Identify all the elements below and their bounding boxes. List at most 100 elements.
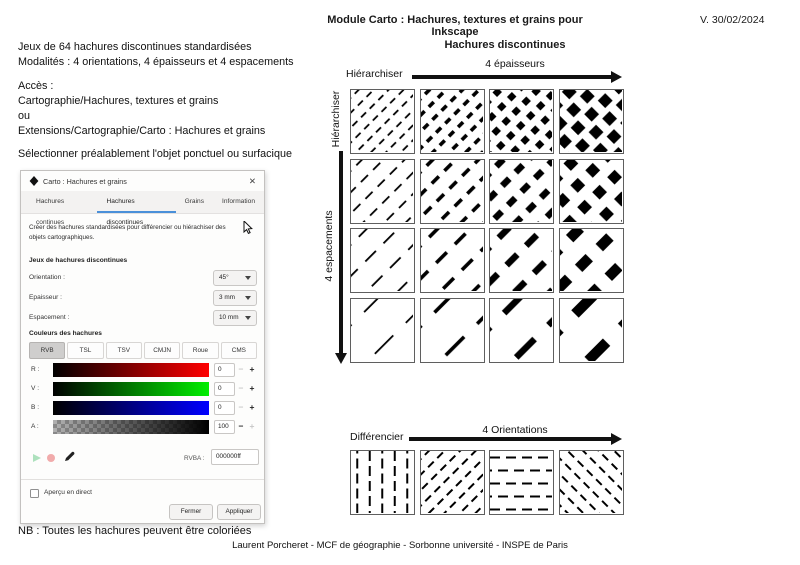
hatch-tile-r1-c4	[558, 89, 624, 154]
slider-row-blue: B : 0 − +	[21, 401, 264, 415]
credit-line: Laurent Porcheret - MCF de géographie - …	[232, 540, 568, 551]
axis-espacements-label: 4 espacements	[323, 210, 335, 282]
acces-path-2: Extensions/Cartographie/Carto : Hachures…	[18, 125, 266, 137]
mode-tsv-button[interactable]: TSV	[105, 342, 142, 359]
slider-row-green: V : 0 − +	[21, 382, 264, 396]
chevron-down-icon	[245, 275, 251, 280]
nb-note: NB : Toutes les hachures peuvent être co…	[18, 525, 252, 537]
chevron-down-icon	[245, 315, 251, 320]
hatch-tile-r4-c2	[419, 297, 485, 363]
main-hatch-grid	[350, 89, 624, 363]
hatch-tile-r2-c4	[558, 158, 624, 224]
blue-label: B :	[31, 404, 40, 411]
espacement-label: Espacement :	[29, 314, 70, 321]
orientation-tile-2	[419, 450, 485, 515]
fermer-button[interactable]: Fermer	[169, 504, 213, 520]
hatch-tile-r3-c2	[419, 228, 485, 293]
mode-roue-button[interactable]: Roue	[182, 342, 219, 359]
orientation-hatch-row	[350, 450, 624, 515]
espacement-dropdown[interactable]: 10 mm	[213, 310, 257, 326]
orientations-arrow-head	[611, 433, 622, 445]
espacements-arrow-head	[335, 353, 347, 364]
red-slider[interactable]	[53, 363, 209, 377]
blue-decrement-button[interactable]: −	[238, 402, 244, 412]
hierarchiser-left-label: Hiérarchiser	[330, 90, 342, 148]
eyedropper-icon[interactable]	[65, 450, 76, 461]
acces-path-1: Cartographie/Hachures, textures et grain…	[18, 95, 219, 107]
tab-hachures-discontinues[interactable]: Hachures discontinues	[97, 191, 176, 226]
close-icon[interactable]: ✕	[248, 176, 256, 186]
espacement-value: 10 mm	[219, 314, 239, 322]
mode-cms-button[interactable]: CMS	[220, 342, 257, 359]
hatch-tile-r1-c1	[350, 89, 415, 154]
select-note: Sélectionner préalablement l'objet ponct…	[18, 148, 292, 160]
epaisseur-label: Epaisseur :	[29, 294, 62, 301]
slider-row-alpha: A : 100 − +	[21, 420, 264, 434]
mode-tsl-button[interactable]: TSL	[67, 342, 104, 359]
hatch-tile-r4-c3	[489, 297, 554, 363]
acces-label: Accès :	[18, 80, 54, 92]
color-mode-row: RVB TSL TSV CMJN Roue CMS	[29, 342, 257, 359]
intro-line-1: Jeux de 64 hachures discontinues standar…	[18, 41, 252, 53]
epaisseur-value: 3 mm	[219, 294, 235, 302]
dialog-description: Créer des hachures standardisées pour di…	[29, 224, 226, 241]
mouse-cursor-icon	[243, 221, 253, 234]
axis-epaisseurs-label: 4 épaisseurs	[485, 58, 545, 70]
page-title: Module Carto : Hachures, textures et gra…	[327, 14, 583, 38]
dialog-title: Carto : Hachures et grains	[43, 177, 127, 186]
tab-hachures-continues[interactable]: Hachures continues	[36, 198, 65, 226]
blue-increment-button[interactable]: +	[249, 402, 255, 412]
orientation-dropdown[interactable]: 45°	[213, 270, 257, 286]
orientation-label: Orientation :	[29, 274, 65, 281]
orientation-tile-3	[489, 450, 554, 515]
intro-line-2: Modalités : 4 orientations, 4 épaisseurs…	[18, 56, 294, 68]
dialog-titlebar: Carto : Hachures et grains ✕	[21, 171, 264, 191]
orientation-tile-4	[558, 450, 624, 515]
circle-indicator-icon	[47, 454, 55, 462]
orientation-value: 45°	[219, 274, 229, 282]
inkscape-logo-icon	[29, 176, 39, 186]
orientations-arrow-shaft	[409, 437, 612, 441]
chevron-down-icon	[245, 295, 251, 300]
hierarchiser-top-label: Hiérarchiser	[346, 68, 403, 80]
green-increment-button[interactable]: +	[249, 383, 255, 393]
alpha-decrement-button[interactable]: −	[238, 421, 244, 431]
hatch-tile-r3-c1	[350, 228, 415, 293]
carto-dialog: Carto : Hachures et grains ✕ Hachures co…	[20, 170, 265, 524]
alpha-value[interactable]: 100	[214, 420, 235, 434]
tab-grains[interactable]: Grains	[184, 198, 204, 205]
hatch-tile-r1-c3	[489, 89, 554, 154]
alpha-increment-button[interactable]: +	[249, 421, 255, 431]
green-label: V :	[31, 385, 40, 392]
axis-orientations-label: 4 Orientations	[482, 424, 548, 436]
rvba-input[interactable]: 000000ff	[211, 449, 259, 465]
blue-value[interactable]: 0	[214, 401, 235, 415]
green-value[interactable]: 0	[214, 382, 235, 396]
mode-cmjn-button[interactable]: CMJN	[143, 342, 181, 359]
blue-slider[interactable]	[53, 401, 209, 415]
green-slider[interactable]	[53, 382, 209, 396]
section-couleurs-label: Couleurs des hachures	[29, 330, 102, 337]
red-label: R :	[31, 366, 40, 373]
epaisseurs-arrow-head	[611, 71, 622, 83]
red-value[interactable]: 0	[214, 363, 235, 377]
orientation-tile-1	[350, 450, 415, 515]
hatch-tile-r4-c4	[558, 297, 624, 363]
preview-checkbox-label: Aperçu en direct	[44, 489, 93, 496]
differencier-label: Différencier	[350, 431, 404, 443]
red-decrement-button[interactable]: −	[238, 364, 244, 374]
rvba-label: RVBA :	[184, 455, 205, 462]
green-decrement-button[interactable]: −	[238, 383, 244, 393]
dialog-separator	[21, 479, 264, 480]
alpha-slider[interactable]	[53, 420, 209, 434]
hatch-tile-r3-c3	[489, 228, 554, 293]
tab-information[interactable]: Information	[222, 198, 255, 205]
mode-rvb-button[interactable]: RVB	[29, 342, 66, 359]
red-increment-button[interactable]: +	[249, 364, 255, 374]
epaisseur-dropdown[interactable]: 3 mm	[213, 290, 257, 306]
preview-checkbox[interactable]	[30, 489, 39, 498]
hatch-tile-r2-c2	[419, 158, 485, 224]
appliquer-button[interactable]: Appliquer	[217, 504, 261, 520]
diagram-title: Hachures discontinues	[444, 39, 566, 51]
version-label: V. 30/02/2024	[700, 14, 765, 26]
